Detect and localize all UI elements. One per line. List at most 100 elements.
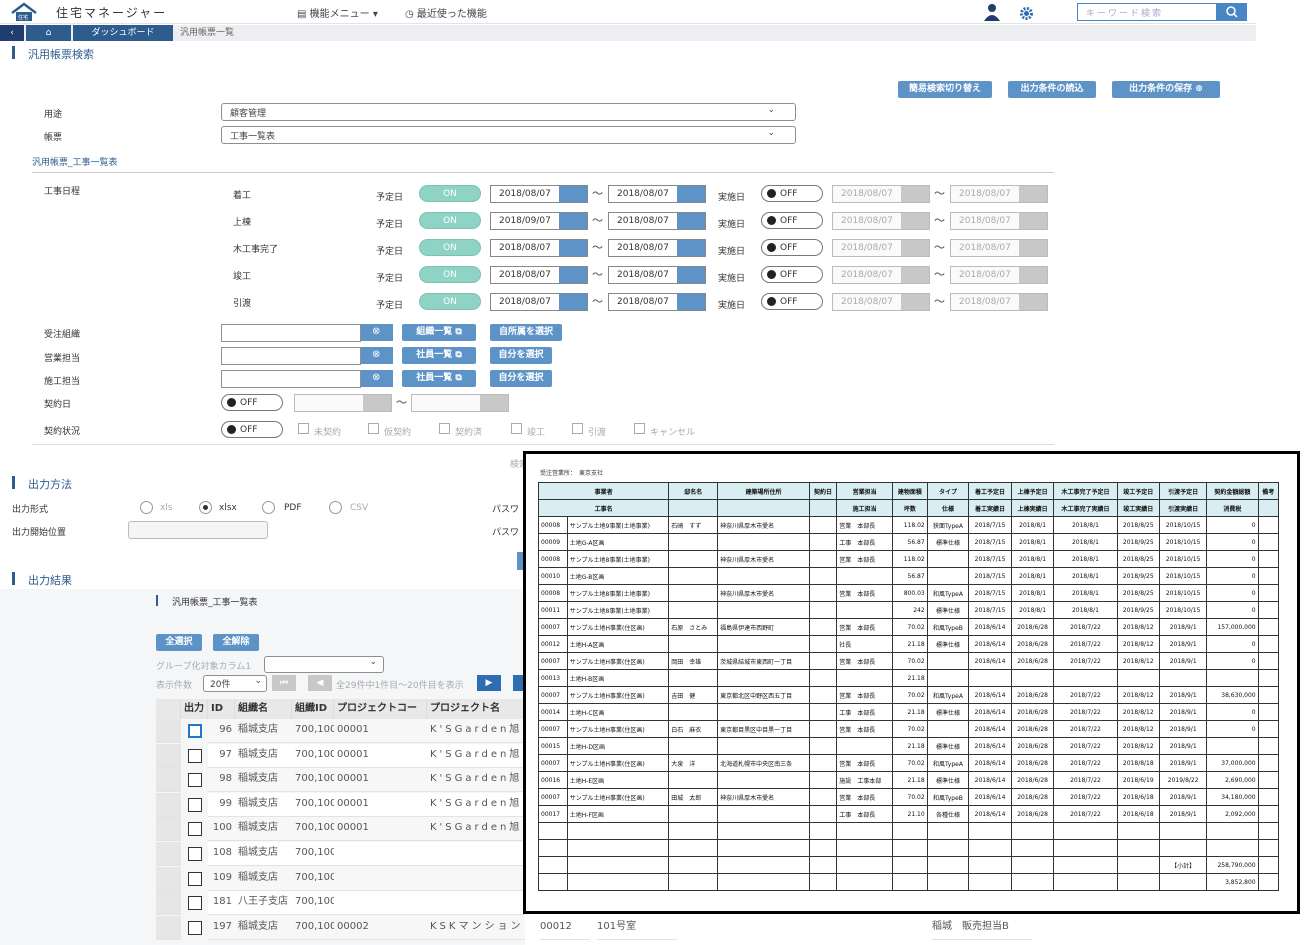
- clear-button[interactable]: ⊗: [361, 347, 393, 364]
- output-button-edge[interactable]: [517, 552, 525, 570]
- planned-toggle[interactable]: ON: [419, 239, 481, 256]
- search-button-cut[interactable]: 検索: [510, 460, 529, 470]
- row-id: 109: [208, 866, 235, 891]
- search-button[interactable]: [1217, 3, 1247, 21]
- row-output-checkbox[interactable]: [188, 822, 202, 837]
- org-list-button[interactable]: 組織一覧 ⧉: [402, 324, 476, 341]
- display-count-select[interactable]: 20件 ⌄: [203, 675, 267, 692]
- staff-list-button[interactable]: 社員一覧 ⧉: [402, 370, 476, 387]
- select-self-button[interactable]: 自分を選択: [490, 347, 552, 364]
- output-start-input[interactable]: [128, 521, 268, 539]
- house-logo-icon[interactable]: 住宅: [10, 2, 44, 22]
- preview-cell: 2018/6/28: [1010, 737, 1055, 755]
- preview-cell: [1116, 856, 1161, 874]
- staff-list-button[interactable]: 社員一覧 ⧉: [402, 347, 476, 364]
- planned-date-to[interactable]: 2018/08/07: [608, 239, 706, 257]
- preview-cell: [968, 822, 1012, 840]
- simple-search-toggle-button[interactable]: 簡易検索切り替え: [898, 81, 992, 98]
- preview-cell: 2018/6/28: [1010, 805, 1055, 823]
- status-checkbox[interactable]: [368, 423, 379, 434]
- actual-toggle[interactable]: OFF: [761, 293, 823, 310]
- planned-date-to[interactable]: 2018/08/07: [608, 185, 706, 203]
- actual-date-to[interactable]: 2018/08/07: [950, 212, 1048, 230]
- contract-date-toggle[interactable]: OFF: [221, 394, 283, 411]
- report-select[interactable]: 工事一覧表 ⌄: [221, 126, 796, 144]
- gear-icon[interactable]: [1020, 7, 1033, 20]
- keyword-search-input[interactable]: キーワード検索: [1077, 3, 1217, 21]
- actual-date-to[interactable]: 2018/08/07: [950, 293, 1048, 311]
- planned-date-to[interactable]: 2018/08/07: [608, 293, 706, 311]
- planned-date-from[interactable]: 2018/09/07: [490, 212, 588, 230]
- actual-date-to[interactable]: 2018/08/07: [950, 266, 1048, 284]
- report-preview: 受注営業所： 東京支社 事業者 邸名名 建築場所住所 契約日 営業担当 建物面積 タイプ 着工…: [523, 451, 1300, 914]
- actual-date-from[interactable]: 2018/08/07: [832, 212, 930, 230]
- preview-cell: 工事 本部長: [836, 533, 894, 551]
- row-output-checkbox[interactable]: [188, 724, 202, 738]
- planned-date-from[interactable]: 2018/08/07: [490, 266, 588, 284]
- row-output-checkbox[interactable]: [188, 773, 202, 788]
- status-checkbox[interactable]: [634, 423, 645, 434]
- contract-status-toggle[interactable]: OFF: [221, 421, 283, 438]
- group-column-select[interactable]: ⌄: [264, 656, 384, 673]
- planned-toggle[interactable]: ON: [419, 266, 481, 283]
- actual-toggle[interactable]: OFF: [761, 266, 823, 283]
- back-button[interactable]: ‹: [0, 25, 24, 41]
- preview-cell: [1257, 703, 1280, 721]
- last-page-button[interactable]: [513, 675, 525, 691]
- planned-date-from[interactable]: 2018/08/07: [490, 239, 588, 257]
- order-org-input[interactable]: [221, 324, 361, 342]
- row-output-checkbox[interactable]: [188, 748, 202, 763]
- format-radio-xlsx[interactable]: [199, 501, 212, 514]
- recent-functions-link[interactable]: ◷ 最近使った機能: [405, 5, 487, 20]
- planned-date-to[interactable]: 2018/08/07: [608, 266, 706, 284]
- breadcrumb-dashboard[interactable]: ダッシュボード: [73, 25, 173, 41]
- actual-date-to[interactable]: 2018/08/07: [950, 185, 1048, 203]
- load-conditions-button[interactable]: 出力条件の読込: [1008, 81, 1096, 98]
- actual-date-from[interactable]: 2018/08/07: [832, 293, 930, 311]
- actual-toggle[interactable]: OFF: [761, 239, 823, 256]
- planned-date-from[interactable]: 2018/08/07: [490, 185, 588, 203]
- planned-toggle[interactable]: ON: [419, 212, 481, 229]
- row-output-checkbox[interactable]: [188, 896, 202, 911]
- home-button[interactable]: ⌂: [26, 25, 71, 41]
- row-output-checkbox[interactable]: [188, 847, 202, 861]
- contract-date-from[interactable]: [294, 394, 392, 412]
- actual-toggle[interactable]: OFF: [761, 185, 823, 202]
- status-checkbox[interactable]: [572, 423, 583, 434]
- status-checkbox[interactable]: [511, 423, 522, 434]
- function-menu-link[interactable]: ▤ 機能メニュー ▾: [297, 5, 378, 20]
- first-page-button[interactable]: ⏮: [272, 675, 296, 691]
- next-page-button[interactable]: ▶: [477, 675, 501, 691]
- planned-toggle[interactable]: ON: [419, 185, 481, 202]
- row-output-checkbox[interactable]: [188, 920, 202, 935]
- planned-date-to[interactable]: 2018/08/07: [608, 212, 706, 230]
- sales-staff-input[interactable]: [221, 347, 361, 365]
- actual-date-from[interactable]: 2018/08/07: [832, 266, 930, 284]
- planned-toggle[interactable]: ON: [419, 293, 481, 310]
- clear-button[interactable]: ⊗: [361, 370, 393, 387]
- select-own-dept-button[interactable]: 自所属を選択: [490, 324, 562, 341]
- save-conditions-button[interactable]: 出力条件の保存 ⊕: [1112, 81, 1220, 98]
- select-self-button[interactable]: 自分を選択: [490, 370, 552, 387]
- construction-staff-input[interactable]: [221, 370, 361, 388]
- clear-button[interactable]: ⊗: [361, 324, 393, 341]
- planned-date-from[interactable]: 2018/08/07: [490, 293, 588, 311]
- usage-select[interactable]: 顧客管理 ⌄: [221, 103, 796, 121]
- format-radio-pdf[interactable]: [262, 501, 275, 514]
- format-radio-csv[interactable]: [329, 501, 342, 514]
- status-checkbox[interactable]: [298, 423, 309, 434]
- actual-date-from[interactable]: 2018/08/07: [832, 239, 930, 257]
- row-output-checkbox[interactable]: [188, 871, 202, 886]
- prev-page-button[interactable]: ◀: [308, 675, 332, 691]
- preview-cell: [1116, 839, 1161, 857]
- user-icon[interactable]: [983, 3, 1001, 21]
- status-checkbox[interactable]: [439, 423, 450, 434]
- actual-date-from[interactable]: 2018/08/07: [832, 185, 930, 203]
- clear-all-button[interactable]: 全解除: [213, 634, 259, 651]
- select-all-button[interactable]: 全選択: [156, 634, 202, 651]
- actual-toggle[interactable]: OFF: [761, 212, 823, 229]
- actual-date-to[interactable]: 2018/08/07: [950, 239, 1048, 257]
- contract-date-to[interactable]: [411, 394, 509, 412]
- row-output-checkbox[interactable]: [188, 797, 202, 812]
- format-radio-xls[interactable]: [140, 501, 153, 514]
